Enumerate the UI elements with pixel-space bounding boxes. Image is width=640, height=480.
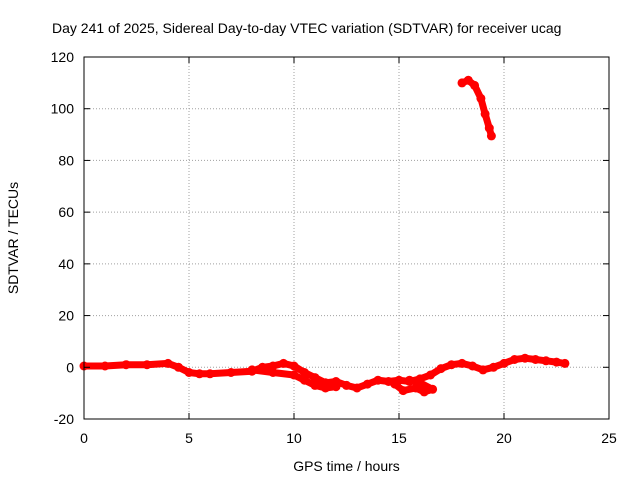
data-point	[419, 387, 429, 397]
y-axis-title: SDTVAR / TECUs	[5, 182, 21, 294]
data-point	[268, 368, 278, 377]
data-point	[476, 93, 486, 103]
data-point	[541, 356, 551, 366]
data-point	[478, 365, 488, 375]
data-point	[174, 362, 183, 372]
data-point	[499, 358, 509, 368]
data-point	[373, 375, 383, 385]
y-tick-label: 80	[58, 152, 74, 168]
data-point	[468, 361, 477, 371]
data-point	[352, 383, 362, 393]
data-point	[300, 368, 309, 377]
data-point	[300, 375, 309, 385]
data-point	[426, 370, 435, 380]
y-tick-label: -20	[54, 411, 74, 427]
data-point	[279, 358, 288, 368]
y-tick-label: 20	[58, 308, 74, 324]
y-tick-label: 120	[51, 49, 75, 65]
data-point	[195, 369, 204, 379]
data-point	[560, 358, 570, 368]
data-point	[289, 370, 299, 380]
x-tick-label: 15	[391, 430, 407, 446]
data-point	[363, 379, 372, 389]
y-tick-label: 100	[51, 101, 75, 117]
data-point	[552, 357, 561, 367]
data-point	[310, 380, 320, 390]
data-point	[205, 369, 215, 379]
data-point	[247, 365, 257, 375]
grid-lines	[84, 57, 609, 419]
x-tick-label: 10	[286, 430, 302, 446]
data-point	[470, 80, 480, 90]
y-tick-label: 40	[58, 256, 74, 272]
data-point	[510, 355, 519, 364]
data-point	[331, 382, 341, 392]
data-point	[163, 358, 173, 368]
data-point	[142, 360, 152, 370]
data-point	[289, 361, 299, 371]
data-point	[310, 373, 320, 383]
axis-ticks: 0 5 10 15 20 25 -20 0 20 40 60 80 100 120	[51, 49, 617, 446]
y-tick-label: 0	[66, 359, 74, 375]
plot-frame	[83, 56, 610, 420]
data-point	[520, 353, 530, 363]
x-tick-label: 5	[185, 430, 193, 446]
data-point	[121, 360, 131, 370]
data-point	[489, 362, 498, 372]
data-point	[428, 384, 438, 394]
data-point	[405, 375, 414, 385]
x-tick-label: 20	[496, 430, 512, 446]
data-point	[484, 123, 494, 133]
chart-title: Day 241 of 2025, Sidereal Day-to-day VTE…	[52, 20, 561, 36]
data-point	[415, 378, 425, 388]
data-point	[480, 109, 490, 119]
data-point	[447, 360, 456, 370]
data-point	[398, 386, 408, 396]
data-point	[486, 131, 496, 141]
data-point	[436, 364, 446, 374]
data-point	[531, 355, 540, 364]
data-point	[226, 368, 236, 377]
data-point	[342, 380, 351, 390]
x-tick-label: 25	[601, 430, 617, 446]
data-series	[79, 75, 570, 397]
x-tick-label: 0	[80, 430, 88, 446]
data-point	[390, 379, 400, 389]
data-point	[457, 358, 467, 368]
x-axis-title: GPS time / hours	[293, 458, 400, 474]
data-point	[463, 75, 473, 85]
y-tick-label: 60	[58, 204, 74, 220]
data-point	[321, 383, 330, 393]
data-point	[184, 368, 194, 377]
data-point	[100, 361, 110, 371]
data-point	[268, 361, 278, 371]
